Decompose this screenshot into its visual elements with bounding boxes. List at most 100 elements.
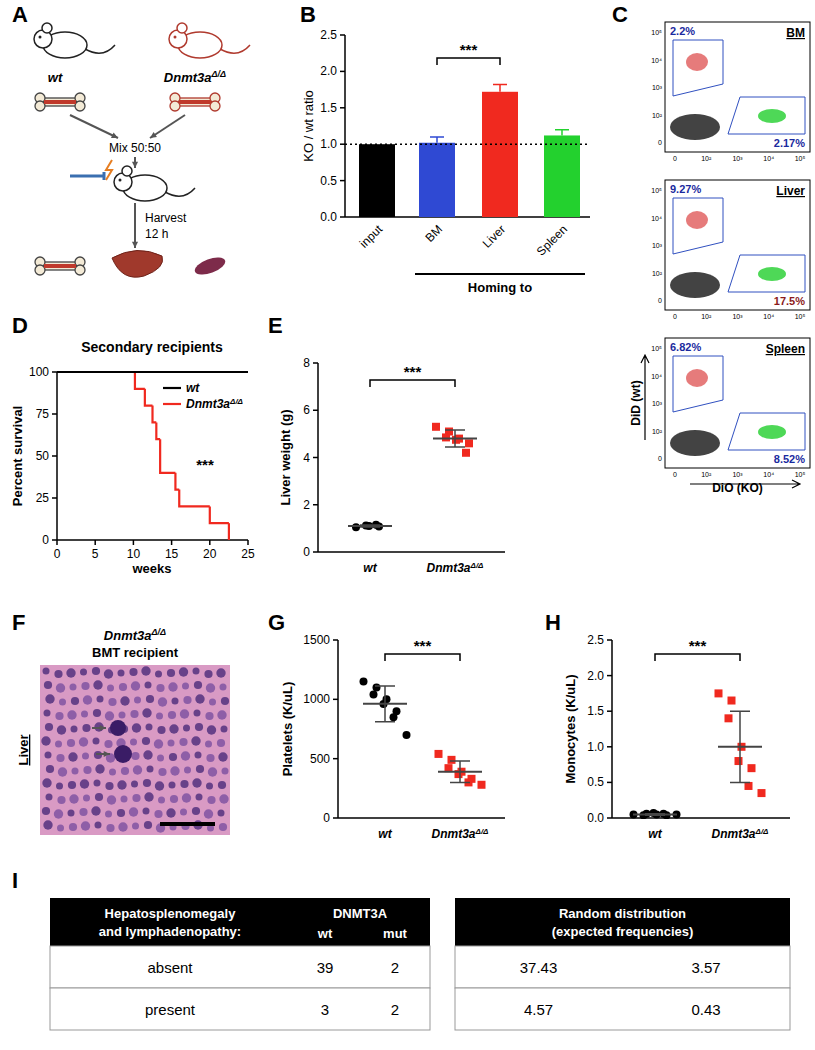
cell-nucleus (55, 741, 62, 748)
significance: *** (404, 363, 422, 380)
data-point (390, 713, 398, 721)
arrow-head (104, 751, 110, 757)
x-tick-label: Dnmt3aΔ/Δ (712, 827, 770, 842)
cell-nucleus (83, 695, 92, 704)
panel-letter: B (300, 2, 316, 27)
ko-cluster (758, 109, 786, 123)
cell-nucleus (217, 710, 226, 719)
group-label: Homing to (468, 280, 532, 295)
y-tick (333, 639, 338, 641)
mouse-icon (114, 166, 195, 201)
cell-nucleus (66, 668, 75, 677)
cell-nucleus (69, 794, 78, 803)
cell-nucleus (155, 671, 162, 678)
cell-nucleus (218, 781, 226, 789)
y-tick-label: 0 (658, 139, 662, 146)
y-tick (52, 455, 57, 457)
arrow-head (132, 162, 138, 168)
x-tick-label: 0 (673, 155, 677, 162)
cell-nucleus (204, 670, 212, 678)
table-cell: 2 (391, 959, 399, 976)
sd-bar (450, 761, 470, 782)
cell-nucleus (217, 739, 225, 747)
significance-bracket (385, 654, 460, 661)
cell-nucleus (94, 780, 101, 787)
x-tick-label: 10 (127, 547, 141, 561)
cell-nucleus (105, 711, 114, 720)
cell-nucleus (54, 670, 62, 678)
y-tick-label: 10⁴ (651, 215, 662, 222)
x-tick-label: 0 (673, 313, 677, 320)
cell-nucleus (142, 708, 151, 717)
significance-bracket (437, 58, 500, 65)
survival-lines (57, 372, 248, 540)
data-point (360, 678, 368, 686)
cell-nucleus (205, 712, 213, 720)
cell-nucleus (167, 669, 175, 677)
table-header: mut (383, 926, 408, 941)
error-bar (430, 137, 444, 143)
x-tick-label: 10² (701, 471, 712, 478)
negative-cluster (670, 272, 720, 298)
x-tick (209, 540, 211, 545)
bone-end (210, 101, 220, 111)
gate-percent: 8.52% (774, 453, 805, 465)
panel-letter: D (12, 313, 28, 338)
y-tick-label: 0 (323, 811, 330, 825)
y-tick (340, 180, 345, 182)
cell-nucleus (58, 767, 67, 776)
mouse-ear (42, 23, 52, 33)
sd-bar (645, 814, 665, 815)
cell-nucleus (196, 765, 204, 773)
y-tick (52, 413, 57, 415)
cell-nucleus (44, 710, 51, 717)
cell-nucleus (143, 779, 151, 787)
y-tick (607, 639, 612, 641)
x-axis (612, 817, 790, 819)
cell-nucleus (182, 793, 191, 802)
y-tick-label: 1000 (303, 692, 330, 706)
donor-label: Dnmt3aΔ/Δ (164, 69, 226, 85)
y-tick (340, 71, 345, 73)
cell-nucleus (81, 821, 90, 830)
bone-end (170, 101, 180, 111)
significance-bracket (655, 654, 740, 661)
y-tick (313, 551, 318, 553)
cell-nucleus (79, 737, 88, 746)
y-tick-label: 10⁴ (651, 373, 662, 380)
y-axis (611, 640, 613, 818)
cell-nucleus (70, 684, 77, 691)
cell-nucleus (145, 682, 152, 689)
table-cell: 2 (391, 1001, 399, 1018)
negative-cluster (670, 430, 720, 456)
cell-nucleus (205, 741, 212, 748)
data-point (465, 439, 473, 447)
x-tick-label: 10⁵ (795, 155, 806, 162)
data-point (728, 697, 736, 705)
x-tick-label: 10³ (732, 471, 743, 478)
x-tick-label: 10⁵ (795, 471, 806, 478)
cell-nucleus (156, 713, 163, 720)
data-point (715, 689, 723, 697)
bone-shaft (177, 98, 213, 106)
cell-nucleus (105, 811, 112, 818)
x-tick-label: wt (378, 827, 392, 841)
cell-nucleus (219, 823, 227, 831)
survival-step (160, 439, 175, 473)
cell-nucleus (81, 682, 89, 690)
data-point (352, 523, 360, 531)
y-tick-label: 2.5 (320, 28, 337, 42)
flow-frame (665, 22, 810, 152)
cell-nucleus (41, 736, 50, 745)
cell-nucleus (121, 767, 129, 775)
cell-nucleus (59, 699, 66, 706)
y-tick-label: 50 (36, 449, 50, 463)
y-tick-label: 0.0 (320, 210, 337, 224)
cell-nucleus (221, 697, 229, 705)
error-bar (555, 130, 569, 136)
y-axis-label: Monocytes (K/uL) (563, 674, 578, 783)
mouse-ear (177, 23, 187, 33)
cell-nucleus (117, 809, 125, 817)
significance: *** (460, 41, 478, 58)
survival-step (135, 372, 145, 389)
